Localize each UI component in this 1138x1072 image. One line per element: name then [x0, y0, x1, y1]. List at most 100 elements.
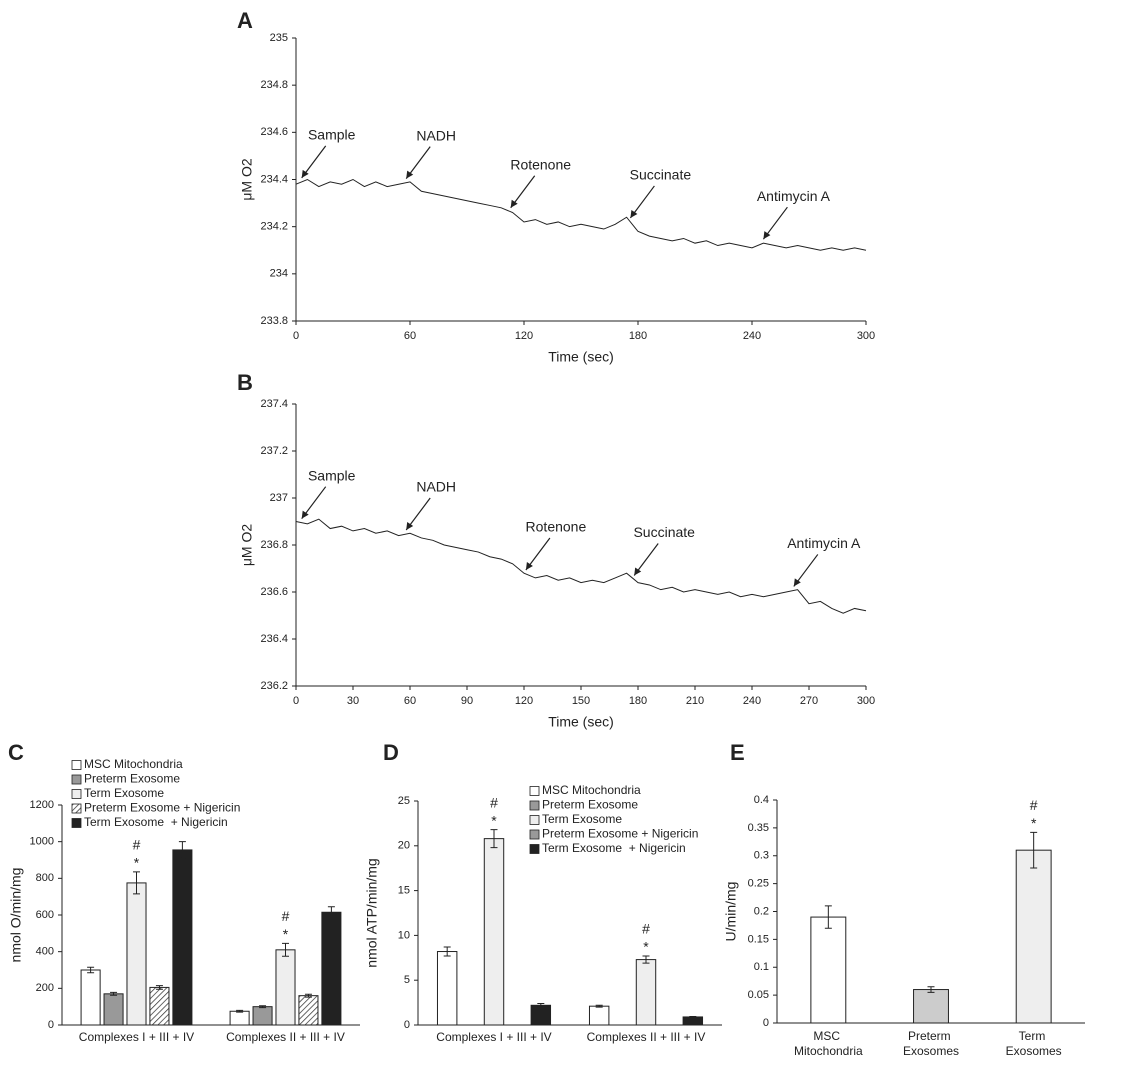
significance-mark: #: [490, 794, 498, 810]
x-tick-label: 180: [629, 695, 647, 707]
bar: [298, 995, 319, 1026]
arrow-head: [793, 578, 801, 587]
bar: [588, 1005, 610, 1026]
x-tick-label: 300: [857, 695, 875, 707]
x-tick-label: Complexes II + III + IV: [587, 1030, 706, 1044]
y-tick-label: 234: [270, 268, 288, 280]
x-tick-line: Preterm: [908, 1029, 954, 1043]
x-tick-label: 120: [515, 695, 533, 707]
arrow-head: [630, 209, 638, 218]
error-bar: [824, 905, 832, 929]
error-bar: [87, 966, 95, 974]
error-bar: [304, 993, 312, 998]
trace: [295, 178, 867, 251]
legend-swatch: [529, 800, 540, 811]
x-tick-label: 60: [404, 330, 416, 342]
x-tick-line: Exosomes: [1006, 1044, 1062, 1058]
y-axis-title: nmol O/min/mg: [8, 868, 24, 963]
y-tick-label: 800: [36, 872, 54, 884]
bar: [483, 838, 505, 1026]
annotation: Sample: [308, 127, 356, 143]
error-bar: [178, 841, 186, 859]
y-tick-label: 5: [404, 974, 410, 986]
legend-label: Term Exosome + Nigericin: [84, 815, 228, 829]
bar: [172, 849, 193, 1026]
legend-swatch: [71, 774, 82, 785]
error-bar: [443, 946, 451, 957]
y-tick-label: 10: [398, 929, 410, 941]
x-tick-label: 240: [743, 330, 761, 342]
x-axis-title: Time (sec): [548, 714, 614, 730]
annotation: NADH: [416, 479, 456, 495]
y-tick-label: 600: [36, 909, 54, 921]
panel-label: B: [237, 370, 253, 395]
annotation: Succinate: [633, 524, 695, 540]
y-tick-label: 0.05: [748, 989, 769, 1001]
y-tick-label: 237.4: [260, 398, 288, 410]
x-tick-label: 180: [629, 330, 647, 342]
y-tick-label: 0: [404, 1019, 410, 1031]
error-bar: [155, 985, 163, 990]
y-tick-label: 234.4: [260, 173, 288, 185]
bar: [252, 1006, 273, 1026]
error-bar: [642, 955, 650, 964]
error-bar: [595, 1004, 603, 1008]
panel-label: C: [8, 740, 24, 765]
annotation: Rotenone: [526, 519, 587, 535]
panel-label: E: [730, 740, 745, 765]
error-bar: [259, 1005, 267, 1009]
trace: [295, 518, 867, 614]
annotation: Antimycin A: [787, 535, 861, 551]
y-tick-label: 0: [48, 1019, 54, 1031]
x-tick-line: Term: [1019, 1029, 1049, 1043]
annotation: Rotenone: [510, 156, 571, 172]
error-bar: [282, 942, 289, 957]
y-tick-label: 0.1: [754, 961, 769, 973]
error-bar: [133, 871, 140, 895]
error-bar: [110, 991, 118, 996]
significance-mark: #: [1030, 797, 1038, 813]
bar: [635, 959, 657, 1026]
annotation: Antimycin A: [757, 188, 831, 204]
y-axis-title: μM O2: [239, 524, 255, 567]
panel-label: A: [237, 8, 253, 33]
error-bar: [490, 829, 498, 849]
legend-label: Term Exosome + Nigericin: [542, 841, 686, 855]
bar: [1015, 849, 1052, 1024]
y-tick-label: 0: [763, 1017, 769, 1029]
x-tick-label: 270: [800, 695, 818, 707]
y-tick-label: 235: [270, 32, 288, 44]
x-tick-label: MSC Mitochondria: [794, 1029, 863, 1058]
x-tick-label: Complexes I + III + IV: [79, 1030, 194, 1044]
y-tick-label: 236.6: [260, 586, 288, 598]
legend-label: Term Exosome: [84, 786, 164, 800]
bar: [530, 1004, 552, 1026]
x-tick-label: 150: [572, 695, 590, 707]
legend-label: MSC Mitochondria: [84, 757, 183, 771]
y-tick-label: 236.4: [260, 633, 288, 645]
x-tick-label: 300: [857, 330, 875, 342]
x-tick-line: MSC: [813, 1029, 843, 1043]
annotation: Succinate: [630, 167, 692, 183]
legend-label: Preterm Exosome + Nigericin: [84, 801, 240, 815]
error-bar: [327, 906, 335, 919]
y-tick-label: 233.8: [260, 315, 288, 327]
arrow-head: [763, 231, 771, 240]
bar: [682, 1016, 704, 1026]
x-tick-label: 90: [461, 695, 473, 707]
y-tick-label: 0.35: [748, 822, 769, 834]
x-tick-label: 0: [293, 330, 299, 342]
legend-label: Preterm Exosome: [84, 772, 180, 786]
x-tick-label: Complexes II + III + IV: [226, 1030, 345, 1044]
significance-mark: *: [1031, 815, 1037, 831]
significance-mark: *: [134, 855, 140, 871]
error-bar: [927, 986, 935, 993]
bar: [436, 951, 458, 1026]
legend-swatch: [71, 760, 82, 770]
bar: [810, 916, 847, 1024]
y-tick-label: 0.3: [754, 850, 769, 862]
arrow-head: [406, 170, 414, 179]
y-tick-label: 200: [36, 982, 54, 994]
bar: [80, 969, 101, 1026]
